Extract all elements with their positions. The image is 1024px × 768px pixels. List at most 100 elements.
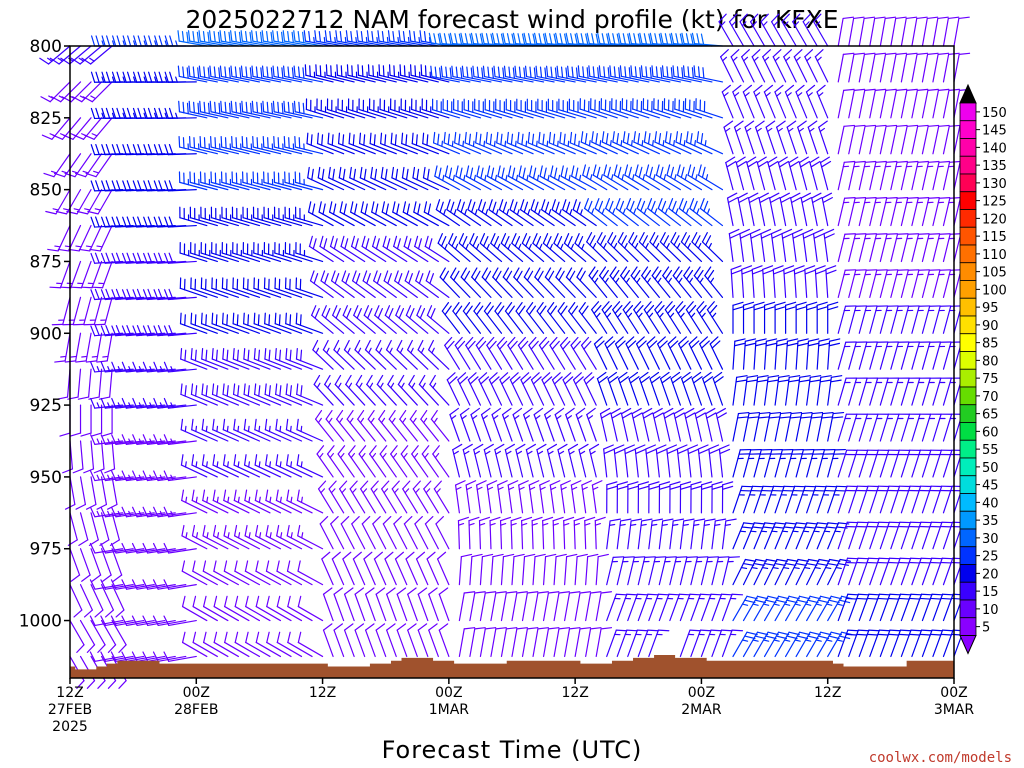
barb-full-feather — [359, 166, 363, 179]
barb-full-feather — [762, 269, 774, 275]
barb-full-feather — [81, 574, 91, 582]
barb-full-feather — [583, 372, 593, 381]
barb-half-feather — [542, 522, 549, 526]
barb-full-feather — [345, 374, 352, 386]
barb-half-feather — [608, 523, 616, 526]
barb-full-feather — [385, 339, 392, 351]
wind-barb — [572, 372, 587, 406]
barb-half-feather — [515, 174, 519, 182]
barb-half-feather — [483, 140, 486, 147]
barb-full-feather — [699, 629, 712, 632]
wind-barb — [254, 454, 282, 478]
barb-full-feather — [681, 371, 691, 380]
barb-full-feather — [524, 65, 528, 78]
wind-barb — [475, 131, 503, 155]
barb-full-feather — [721, 84, 731, 93]
barb-half-feather — [351, 488, 357, 494]
barb-half-feather — [505, 450, 512, 455]
barb-half-feather — [634, 242, 639, 249]
barb-full-feather — [373, 270, 378, 282]
barb-half-feather — [592, 486, 599, 491]
barb-full-feather — [701, 166, 706, 179]
barb-full-feather — [191, 489, 195, 502]
barb-half-feather — [536, 174, 540, 182]
barb-full-feather — [659, 371, 670, 380]
barb-full-feather — [442, 270, 450, 281]
barb-full-feather — [285, 348, 288, 360]
barb-half-feather — [60, 355, 67, 358]
wind-barb — [461, 65, 492, 83]
wind-barb — [222, 454, 250, 478]
wind-barb — [311, 305, 334, 334]
barb-full-feather — [741, 49, 750, 58]
barb-full-feather — [428, 339, 434, 351]
barb-full-feather — [266, 66, 269, 78]
wind-barb — [507, 165, 534, 191]
barb-full-feather — [627, 481, 639, 486]
barb-half-feather — [237, 532, 241, 539]
barb-half-feather — [556, 415, 562, 420]
barb-full-feather — [118, 644, 127, 653]
barb-full-feather — [270, 67, 273, 79]
barb-full-feather — [465, 480, 477, 486]
wind-barb — [39, 45, 71, 65]
wind-barb — [374, 305, 397, 334]
barb-full-feather — [680, 166, 685, 179]
barb-half-feather — [403, 452, 408, 459]
barb-full-feather — [405, 168, 409, 181]
wind-barb — [200, 277, 229, 298]
barb-full-feather — [256, 101, 259, 114]
barb-half-feather — [615, 277, 620, 284]
barb-full-feather — [478, 516, 491, 522]
wind-barb — [85, 332, 103, 363]
wind-barb — [80, 404, 92, 437]
wind-barb — [101, 404, 113, 437]
barb-half-feather — [752, 639, 759, 642]
barb-half-feather — [96, 438, 100, 445]
barb-full-feather — [511, 167, 516, 179]
barb-full-feather — [534, 32, 538, 45]
wind-barb — [373, 270, 397, 298]
barb-full-feather — [488, 199, 493, 211]
barb-staff — [111, 619, 127, 646]
barb-full-feather — [497, 66, 501, 79]
wind-barb — [180, 418, 208, 442]
barb-full-feather — [384, 168, 388, 181]
barb-half-feather — [669, 312, 675, 318]
wind-barb — [485, 131, 513, 155]
barb-full-feather — [476, 66, 480, 79]
barb-full-feather — [755, 558, 767, 562]
wind-barb — [190, 277, 218, 298]
barb-full-feather — [121, 325, 127, 337]
barb-staff — [403, 523, 418, 550]
barb-half-feather — [73, 208, 80, 211]
barb-full-feather — [589, 627, 602, 630]
wind-barb — [209, 65, 239, 83]
barb-half-feather — [149, 510, 153, 517]
wind-barb — [496, 336, 513, 370]
barb-full-feather — [153, 325, 159, 337]
barb-full-feather — [583, 198, 589, 209]
barb-full-feather — [746, 375, 759, 378]
barb-full-feather — [296, 454, 300, 466]
barb-full-feather — [152, 579, 159, 590]
barb-full-feather — [651, 65, 654, 77]
wind-barb — [711, 481, 723, 514]
barb-full-feather — [446, 340, 455, 350]
barb-full-feather — [390, 132, 393, 145]
barb-half-feather — [290, 461, 293, 468]
barb-half-feather — [425, 488, 431, 494]
wind-barb — [263, 277, 292, 298]
barb-full-feather — [763, 301, 776, 306]
barb-full-feather — [194, 349, 197, 362]
barb-staff — [111, 584, 125, 611]
wind-barb — [110, 615, 145, 627]
barb-full-feather — [509, 340, 518, 350]
wind-barb — [571, 165, 597, 191]
barb-full-feather — [121, 615, 128, 627]
barb-full-feather — [180, 454, 184, 466]
barb-full-feather — [554, 67, 558, 79]
wind-barb — [694, 407, 706, 442]
wind-barb — [90, 288, 124, 301]
barb-full-feather — [412, 166, 416, 179]
